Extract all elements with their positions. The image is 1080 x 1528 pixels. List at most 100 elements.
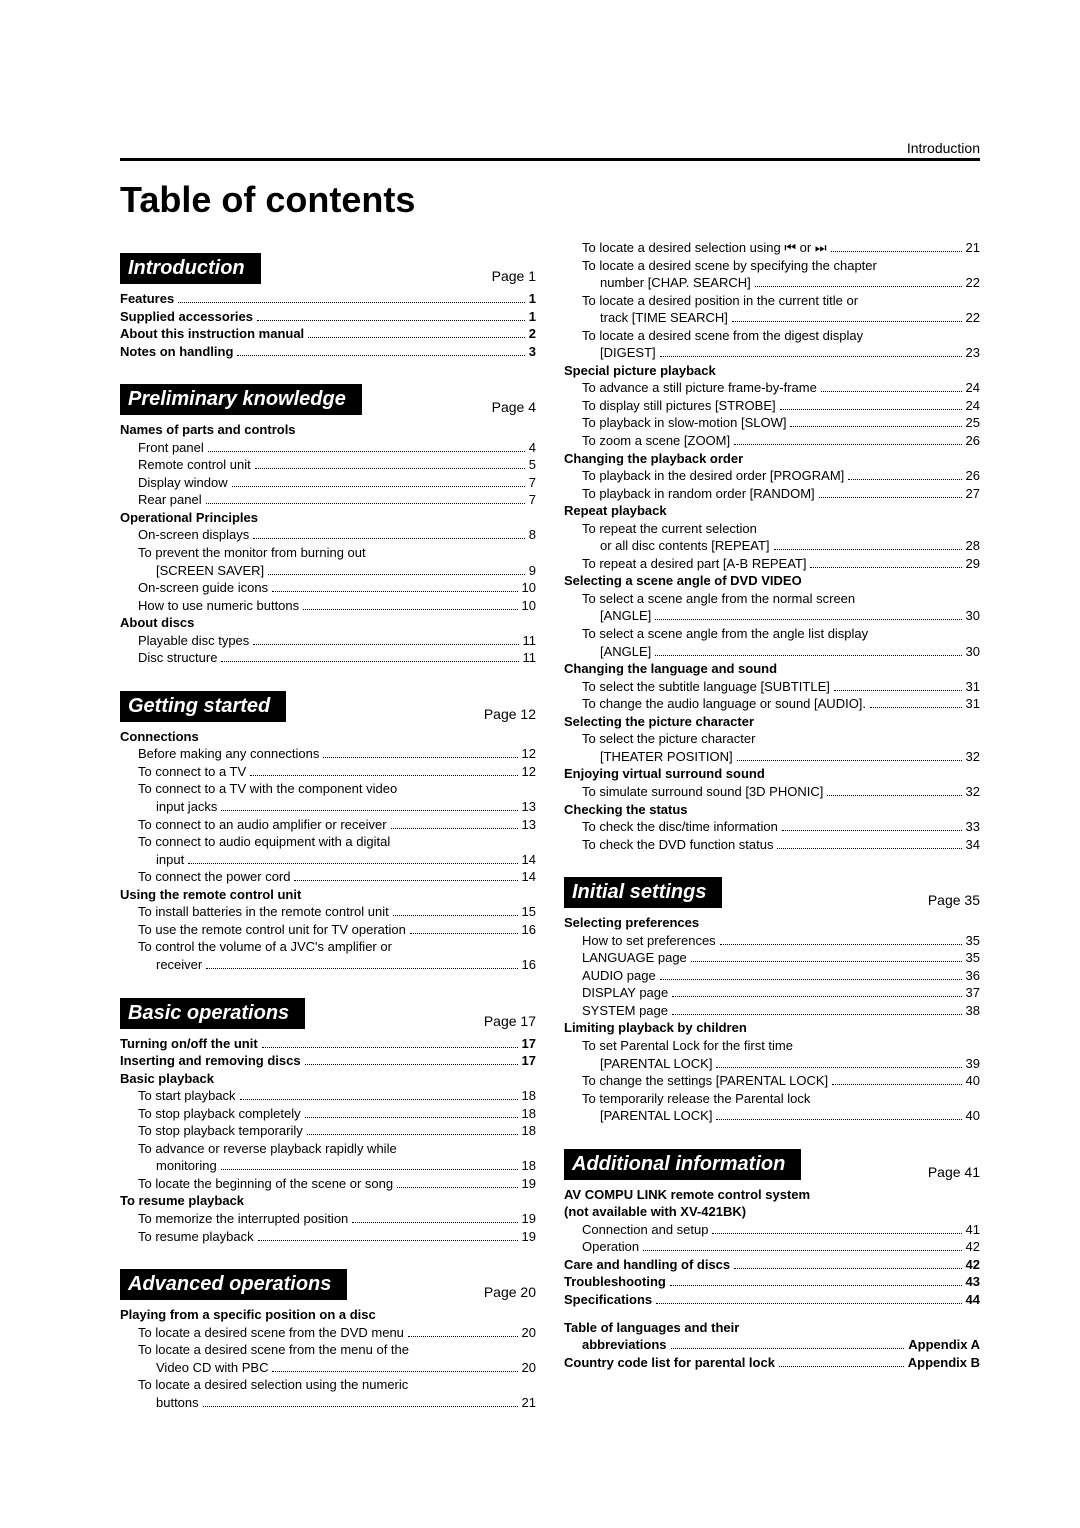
toc-entry: On-screen guide icons10 [120, 579, 536, 597]
toc-entry-page: 30 [966, 607, 980, 625]
section-label: Introduction [120, 253, 261, 284]
toc-entry-text: Supplied accessories [120, 308, 253, 326]
toc-entry: Rear panel7 [120, 491, 536, 509]
toc-entry: buttons21 [120, 1394, 536, 1412]
toc-entry-text: Remote control unit [138, 456, 251, 474]
toc-entry-text: To check the disc/time information [582, 818, 778, 836]
toc-entry-text: To playback in slow-motion [SLOW] [582, 414, 786, 432]
toc-entry: AUDIO page36 [564, 967, 980, 985]
toc-entry: Disc structure11 [120, 649, 536, 667]
toc-entry: Connection and setup41 [564, 1221, 980, 1239]
toc-entry: To memorize the interrupted position19 [120, 1210, 536, 1228]
section-page: Page 20 [484, 1284, 536, 1300]
toc-entry-text: Playable disc types [138, 632, 249, 650]
toc-heading: Changing the language and sound [564, 660, 980, 678]
toc-entry-page: 31 [966, 678, 980, 696]
toc-heading: Repeat playback [564, 502, 980, 520]
toc-entry-text: To connect the power cord [138, 868, 290, 886]
toc-entry-page: 18 [522, 1157, 536, 1175]
toc-heading: To locate a desired scene by specifying … [564, 257, 980, 275]
toc-entry-text: SYSTEM page [582, 1002, 668, 1020]
toc-heading: Enjoying virtual surround sound [564, 765, 980, 783]
toc-entry-page: 11 [523, 649, 537, 667]
toc-entry-text: DISPLAY page [582, 984, 668, 1002]
toc-entry: abbreviationsAppendix A [564, 1336, 980, 1354]
section-label: Additional information [564, 1149, 801, 1180]
toc-entry-text: About this instruction manual [120, 325, 304, 343]
toc-entry-page: 14 [522, 868, 536, 886]
page-title: Table of contents [120, 179, 980, 221]
toc-entry: Notes on handling3 [120, 343, 536, 361]
toc-entry: [ANGLE]30 [564, 607, 980, 625]
toc-heading: Checking the status [564, 801, 980, 819]
toc-heading: To select a scene angle from the normal … [564, 590, 980, 608]
toc-entry: About this instruction manual2 [120, 325, 536, 343]
toc-entry: Turning on/off the unit17 [120, 1035, 536, 1053]
toc-heading: To connect to a TV with the component vi… [120, 780, 536, 798]
toc-heading: Names of parts and controls [120, 421, 536, 439]
toc-entry-page: 28 [966, 537, 980, 555]
toc-entry: To select the subtitle language [SUBTITL… [564, 678, 980, 696]
toc-entry-page: 19 [522, 1210, 536, 1228]
toc-entry-page: 32 [966, 783, 980, 801]
toc-entry-text: To locate a desired scene from the DVD m… [138, 1324, 404, 1342]
toc-entry-page: 27 [966, 485, 980, 503]
toc-entry-page: 12 [522, 763, 536, 781]
toc-entry: Before making any connections12 [120, 745, 536, 763]
toc-heading: Selecting preferences [564, 914, 980, 932]
toc-entry-text: Before making any connections [138, 745, 319, 763]
toc-entry-text: To use the remote control unit for TV op… [138, 921, 406, 939]
toc-entry-page: 21 [966, 239, 980, 257]
toc-entry-text: [THEATER POSITION] [600, 748, 733, 766]
toc-entry: To connect the power cord 14 [120, 868, 536, 886]
section-header: Basic operationsPage 17 [120, 998, 536, 1029]
toc-entry-text: On-screen guide icons [138, 579, 268, 597]
right-column: To locate a desired selection using ⏮ or… [564, 239, 980, 1411]
toc-entry-text: Front panel [138, 439, 204, 457]
toc-entry: To repeat a desired part [A-B REPEAT]29 [564, 555, 980, 573]
toc-entry-page: 29 [966, 555, 980, 573]
toc-heading: To advance or reverse playback rapidly w… [120, 1140, 536, 1158]
toc-entry: How to use numeric buttons10 [120, 597, 536, 615]
toc-entry-page: 13 [522, 816, 536, 834]
toc-entry-text: Rear panel [138, 491, 202, 509]
toc-heading: To repeat the current selection [564, 520, 980, 538]
section-page: Page 41 [928, 1164, 980, 1180]
toc-entry: To zoom a scene [ZOOM]26 [564, 432, 980, 450]
toc-entry-text: [PARENTAL LOCK] [600, 1055, 712, 1073]
toc-entry-text: [ANGLE] [600, 643, 651, 661]
toc-entry-page: 44 [966, 1291, 980, 1309]
toc-entry-page: 18 [522, 1105, 536, 1123]
toc-heading: To connect to audio equipment with a dig… [120, 833, 536, 851]
toc-heading: To locate a desired selection using the … [120, 1376, 536, 1394]
toc-entry-text: Features [120, 290, 174, 308]
toc-entry-page: 35 [966, 932, 980, 950]
toc-entry-page: Appendix A [908, 1336, 980, 1354]
toc-entry: [THEATER POSITION]32 [564, 748, 980, 766]
toc-entry-text: input [156, 851, 184, 869]
toc-entry-page: 40 [966, 1072, 980, 1090]
toc-heading: Changing the playback order [564, 450, 980, 468]
section-label: Getting started [120, 691, 286, 722]
toc-entry-text: How to set preferences [582, 932, 716, 950]
toc-entry-page: 23 [966, 344, 980, 362]
toc-heading: Table of languages and their [564, 1319, 980, 1337]
toc-entry-page: 13 [522, 798, 536, 816]
toc-entry-text: To change the settings [PARENTAL LOCK] [582, 1072, 828, 1090]
toc-entry: SYSTEM page 38 [564, 1002, 980, 1020]
toc-entry-text: To locate the beginning of the scene or … [138, 1175, 393, 1193]
section-page: Page 17 [484, 1013, 536, 1029]
toc-entry-text: To display still pictures [STROBE] [582, 397, 776, 415]
toc-entry: [PARENTAL LOCK]40 [564, 1107, 980, 1125]
toc-entry-text: To stop playback completely [138, 1105, 301, 1123]
toc-entry: Display window7 [120, 474, 536, 492]
toc-entry-page: 34 [966, 836, 980, 854]
toc-entry: LANGUAGE page35 [564, 949, 980, 967]
toc-entry: [SCREEN SAVER]9 [120, 562, 536, 580]
toc-entry-page: 38 [966, 1002, 980, 1020]
toc-entry: To use the remote control unit for TV op… [120, 921, 536, 939]
toc-entry-text: Notes on handling [120, 343, 233, 361]
toc-entry-page: 5 [529, 456, 536, 474]
toc-heading: To set Parental Lock for the first time [564, 1037, 980, 1055]
toc-heading: Selecting a scene angle of DVD VIDEO [564, 572, 980, 590]
